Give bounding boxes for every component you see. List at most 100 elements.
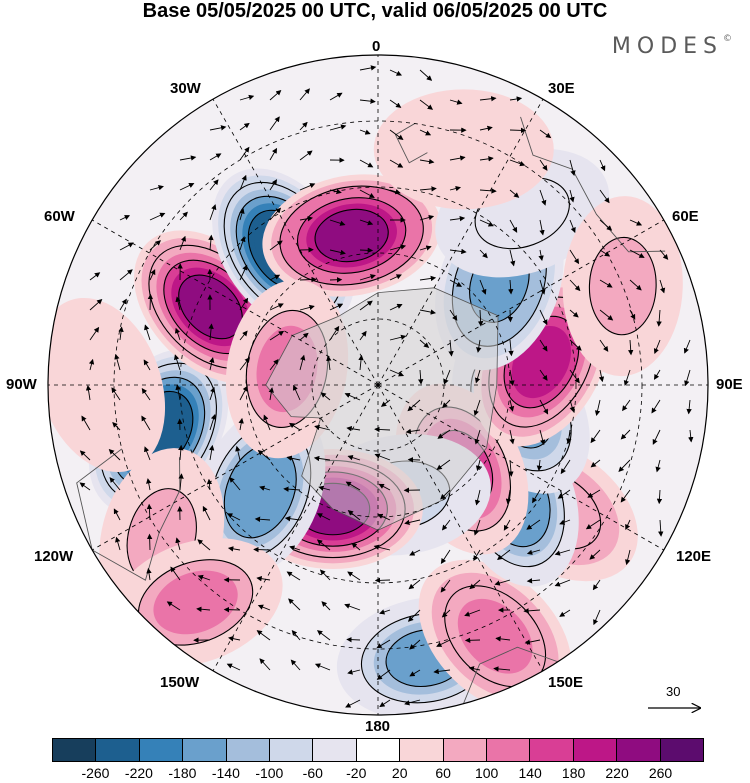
wind-vector [174,354,181,371]
wind-vector [419,186,437,192]
wind-vector [347,669,361,675]
wind-vector [299,332,309,341]
anomaly-contour [231,454,289,528]
colorbar-tick-label: -260 [81,765,110,781]
wind-vector [620,489,631,503]
wind-vector [477,309,484,327]
wind-vector [443,369,451,385]
wind-vector [235,445,241,461]
wind-vector [146,567,152,581]
wind-vector [524,639,541,645]
wind-vector [569,219,576,233]
wind-vector [508,279,514,295]
wind-vector [344,603,361,611]
wind-vector [389,99,402,108]
wind-vector [329,249,346,256]
wind-vector [618,459,631,473]
wind-vector [593,609,601,626]
colorbar-swatch [400,739,444,761]
wind-vector [493,666,511,672]
wind-vector [599,339,609,352]
wind-vector [509,219,518,233]
wind-vector [479,188,497,194]
wind-vector [346,426,361,432]
colorbar-tick-label: 60 [435,765,451,781]
wind-vector [263,414,271,431]
wind-vector [290,659,301,671]
south-america-coastline [76,448,181,581]
meridian-line [377,219,664,386]
graticule [48,55,708,715]
australia-coastline [520,116,666,253]
wind-vector [436,459,451,470]
wind-vector [652,429,661,445]
wind-vector [346,636,361,643]
colorbar-swatch [487,739,531,761]
wind-vector [509,369,515,386]
wind-vector [379,699,391,708]
wind-vector [149,240,161,251]
wind-vector [449,279,463,287]
wind-vector [374,453,391,461]
wind-vector [209,413,217,431]
wind-vector [598,369,605,383]
wind-vector [509,429,515,445]
wind-vector [197,574,211,581]
wind-vector [473,549,481,562]
wind-vector [408,579,421,590]
wind-vector [474,369,481,384]
wind-vector [209,386,216,401]
colorbar-swatch [356,739,401,761]
wind-vector [441,609,451,618]
wind-vector [253,546,271,553]
wind-vector [433,668,451,675]
wind-vector [318,485,331,491]
colorbar-tick-label: -220 [124,765,153,781]
lon-label-60w: 60W [44,208,75,225]
wind-vector [141,388,151,401]
wind-vector [409,669,421,677]
wind-vector [141,415,151,431]
wind-vector [449,248,467,255]
wind-vector [289,422,301,431]
wind-vector [299,88,310,101]
wind-vector [288,598,301,611]
colorbar-swatch [443,739,488,761]
wind-vector [269,240,283,251]
wind-vector [419,309,436,315]
meridian-line [377,99,544,386]
wind-vector [449,215,466,222]
wind-vector [419,214,435,221]
lon-label-90e: 90E [716,376,743,393]
wind-vector [658,519,664,537]
wind-vector [526,549,541,555]
colorbar-tick-label: 220 [605,765,629,781]
wind-vector [592,579,601,591]
wind-vector [144,446,151,461]
wind-vector [299,121,308,131]
wind-vector [283,486,301,492]
wind-vector [599,159,606,172]
wind-vector [684,369,691,387]
wind-vector [503,519,511,531]
wind-vector [81,415,91,431]
meridian-line [92,384,379,551]
wind-vector [407,399,421,412]
wind-vector [442,399,451,409]
wind-vector [202,505,211,521]
colorbar-swatch [96,739,140,761]
wind-vector [409,639,421,650]
wind-vector [473,399,481,416]
wind-vector [238,417,244,431]
wind-vector [479,156,494,162]
colorbar-swatch [270,739,314,761]
wind-vector [89,298,103,311]
anomaly-field [48,55,708,715]
wind-vector [494,579,511,586]
wind-vector [436,639,451,647]
wind-vector [227,546,241,552]
anomaly-contour [153,570,238,635]
wind-vector [509,249,516,267]
wind-vector [509,96,523,102]
wind-vector [624,549,631,566]
